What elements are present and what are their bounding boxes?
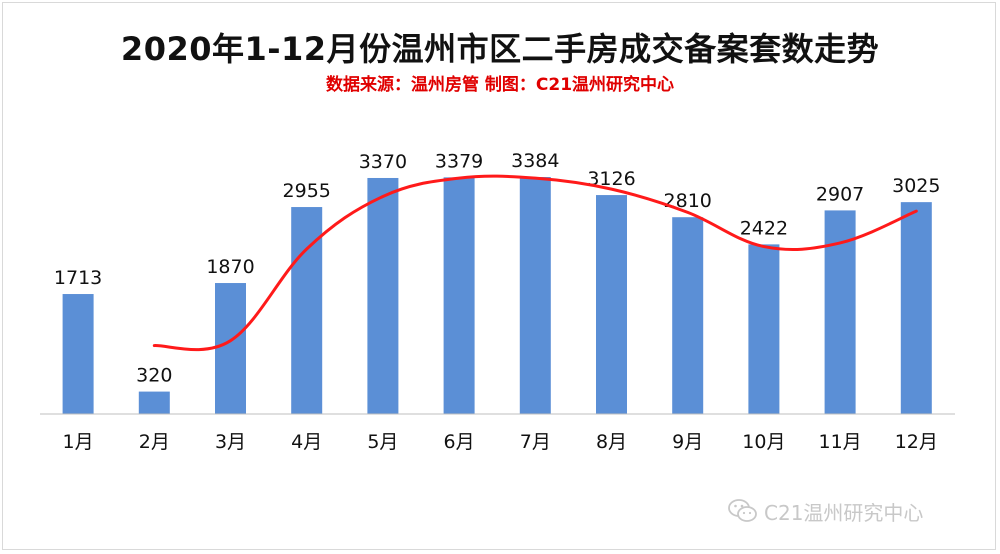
data-label-9: 2810 [664,190,712,212]
x-tick-label-3: 3月 [215,431,246,453]
bar-6 [443,177,475,414]
x-tick-label-1: 1月 [63,431,94,453]
watermark: C21温州研究中心 [728,494,923,528]
bar-10 [748,244,780,414]
data-label-2: 320 [136,365,172,387]
data-label-3: 1870 [206,256,254,278]
data-label-5: 3370 [359,151,407,173]
chart-title: 2020年1-12月份温州市区二手房成交备案套数走势 [120,30,880,68]
x-tick-label-10: 10月 [742,431,785,453]
bar-12 [900,202,932,414]
x-tick-label-6: 6月 [444,431,475,453]
x-tick-labels-group: 1月 2月 3月 4月 5月 6月 7月 8月 9月 10月 11月 12月 [63,431,938,453]
bar-2 [138,391,170,414]
data-label-11: 2907 [816,183,864,205]
bar-3 [215,283,246,414]
data-label-7: 3384 [511,150,559,172]
data-label-6: 3379 [435,150,483,172]
x-tick-label-4: 4月 [291,431,322,453]
bar-7 [519,177,551,414]
data-label-12: 3025 [892,175,940,197]
bar-5 [367,177,399,414]
data-label-8: 3126 [587,168,635,190]
x-tick-label-12: 12月 [895,431,938,453]
x-tick-label-5: 5月 [367,431,398,453]
data-label-1: 1713 [54,267,102,289]
x-tick-label-2: 2月 [139,431,170,453]
x-tick-label-8: 8月 [596,431,627,453]
chart-subtitle: 数据来源：温州房管 制图：C21温州研究中心 [325,75,675,95]
data-label-4: 2955 [283,180,331,202]
wechat-icon [728,498,758,524]
bars-group [62,177,932,414]
data-label-10: 2422 [740,217,788,239]
x-tick-label-9: 9月 [672,431,703,453]
x-tick-label-7: 7月 [520,431,551,453]
bar-9 [672,217,704,414]
watermark-text: C21温州研究中心 [764,500,924,525]
bar-8 [596,195,627,414]
bar-1 [62,294,94,414]
trend-line [152,174,918,352]
x-tick-label-11: 11月 [819,431,862,453]
data-labels-group: 1713 320 1870 2955 3370 3379 3384 3126 2810 2422 2… [54,150,941,387]
